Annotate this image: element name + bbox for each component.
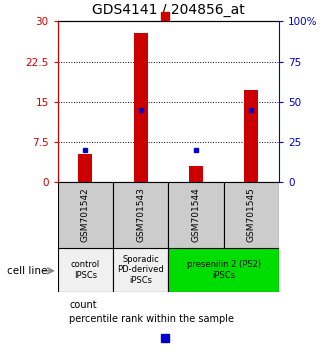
Text: count: count (69, 300, 97, 310)
Bar (134, 33, 148, 182)
Title: GDS4141 / 204856_at: GDS4141 / 204856_at (92, 4, 245, 17)
Text: GSM701542: GSM701542 (81, 188, 90, 242)
Bar (113, 248, 168, 292)
Text: cell line: cell line (7, 266, 47, 276)
Bar (168, 182, 224, 248)
Text: control
IPSCs: control IPSCs (71, 260, 100, 280)
Bar (244, 90, 258, 182)
Bar (58, 248, 113, 292)
Bar (113, 182, 168, 248)
Bar (223, 182, 279, 248)
Bar (58, 182, 113, 248)
Text: GSM701544: GSM701544 (191, 188, 200, 242)
Text: GSM701543: GSM701543 (136, 188, 145, 242)
Text: GSM701545: GSM701545 (247, 188, 256, 242)
Bar (189, 166, 203, 182)
Text: Sporadic
PD-derived
iPSCs: Sporadic PD-derived iPSCs (117, 255, 164, 285)
Bar (79, 154, 92, 182)
Text: presenilin 2 (PS2)
iPSCs: presenilin 2 (PS2) iPSCs (186, 260, 261, 280)
Text: percentile rank within the sample: percentile rank within the sample (69, 314, 234, 324)
Bar (168, 248, 279, 292)
